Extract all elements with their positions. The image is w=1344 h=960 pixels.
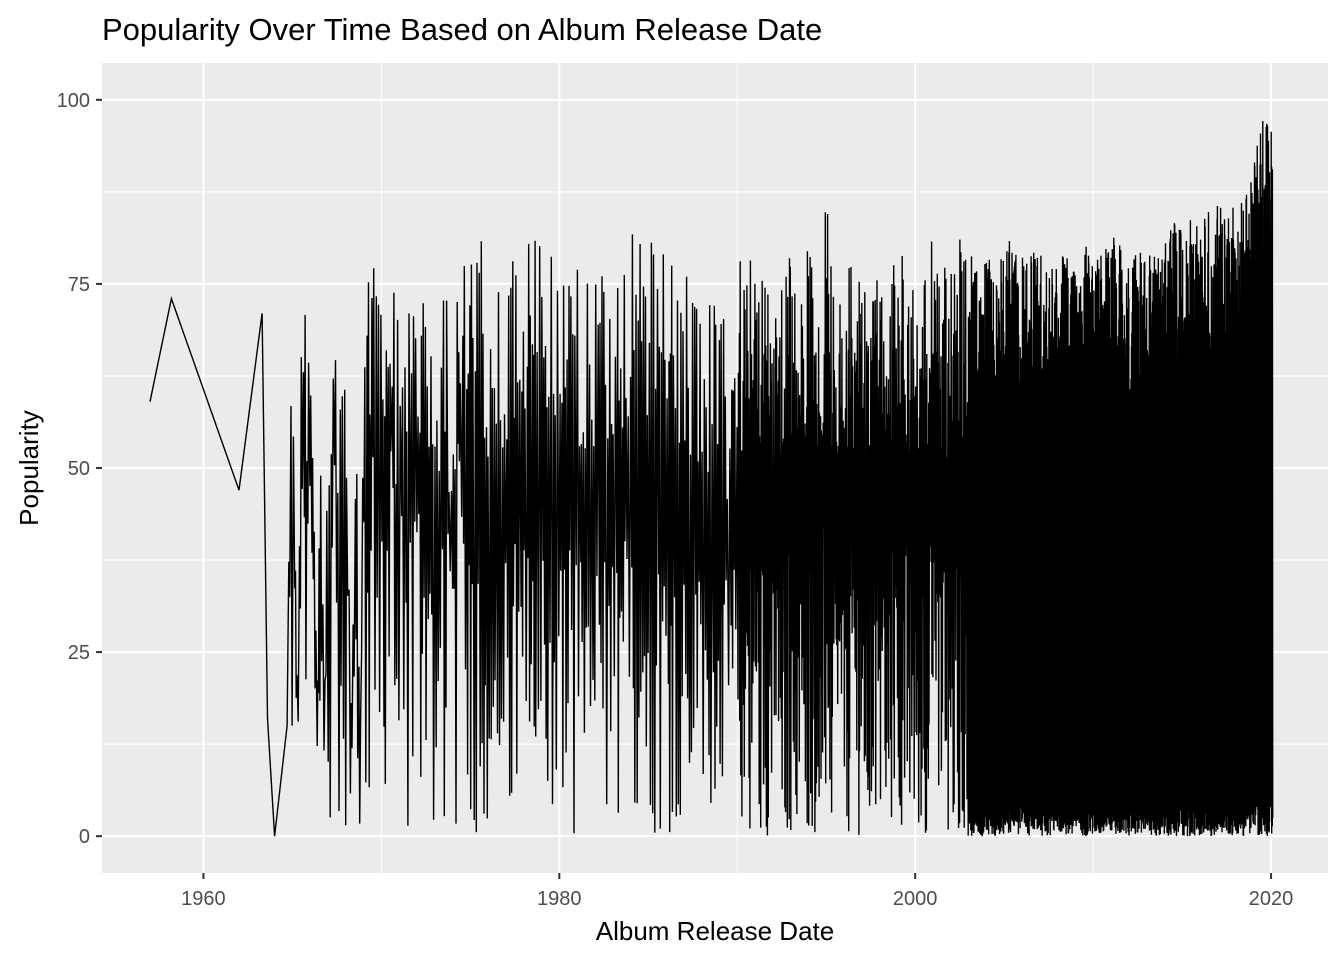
- y-axis-ticks: 0 25 50 75 100: [57, 90, 102, 848]
- y-tick-label: 0: [79, 826, 90, 848]
- y-axis-title: Popularity: [14, 410, 44, 526]
- series-line: [149, 120, 1274, 837]
- series-group: [149, 120, 1274, 837]
- y-tick-label: 100: [57, 90, 90, 112]
- x-axis-ticks: 1960 1980 2000 2020: [181, 873, 1293, 910]
- y-tick-label: 25: [68, 642, 90, 664]
- y-tick-label: 75: [68, 274, 90, 296]
- x-tick-label: 2020: [1249, 888, 1294, 910]
- x-tick-label: 2000: [893, 888, 938, 910]
- x-axis-title: Album Release Date: [596, 916, 834, 946]
- chart-title: Popularity Over Time Based on Album Rele…: [102, 12, 822, 47]
- y-tick-label: 50: [68, 458, 90, 480]
- x-tick-label: 1980: [537, 888, 582, 910]
- x-tick-label: 1960: [181, 888, 226, 910]
